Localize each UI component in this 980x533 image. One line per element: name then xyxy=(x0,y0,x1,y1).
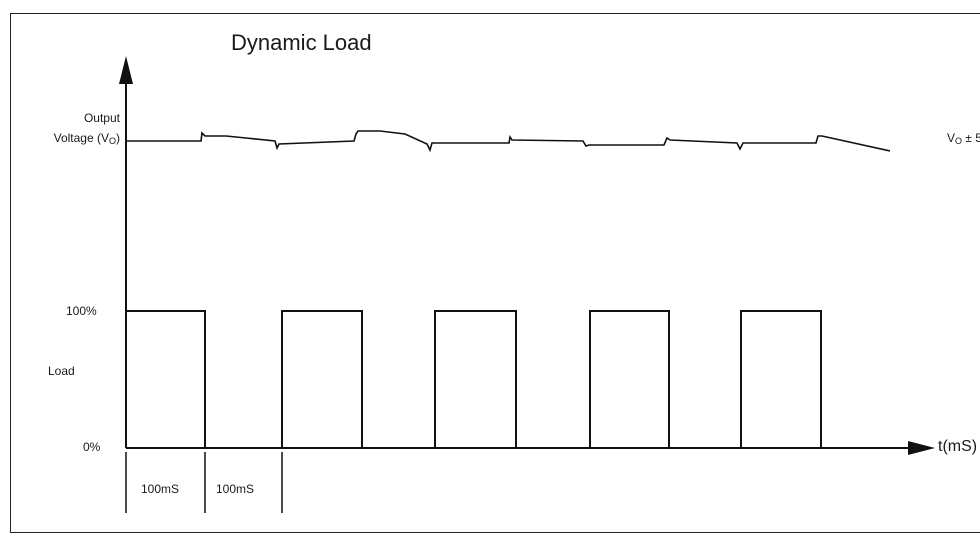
tolerance-label: VO ± 5% xyxy=(947,131,980,146)
load-waveform xyxy=(125,310,822,449)
load-0-tick-label: 0% xyxy=(83,440,101,454)
interval-label-2: 100mS xyxy=(216,482,255,496)
output-voltage-trace xyxy=(126,130,891,153)
output-voltage-label: Output Voltage (VO) xyxy=(54,108,120,151)
waveform-diagram xyxy=(119,56,935,513)
output-voltage-label-line2: Voltage (VO) xyxy=(53,131,120,146)
output-voltage-label-line1: Output xyxy=(83,111,120,125)
diagram-title: Dynamic Load xyxy=(231,30,372,55)
x-axis-label: t(mS) xyxy=(938,438,978,455)
x-axis-arrow-icon xyxy=(908,441,935,455)
y-axis-arrow-icon xyxy=(119,56,133,84)
load-axis-label: Load xyxy=(48,364,75,378)
interval-label-1: 100mS xyxy=(141,482,180,496)
load-100-tick-label: 100% xyxy=(66,304,97,318)
